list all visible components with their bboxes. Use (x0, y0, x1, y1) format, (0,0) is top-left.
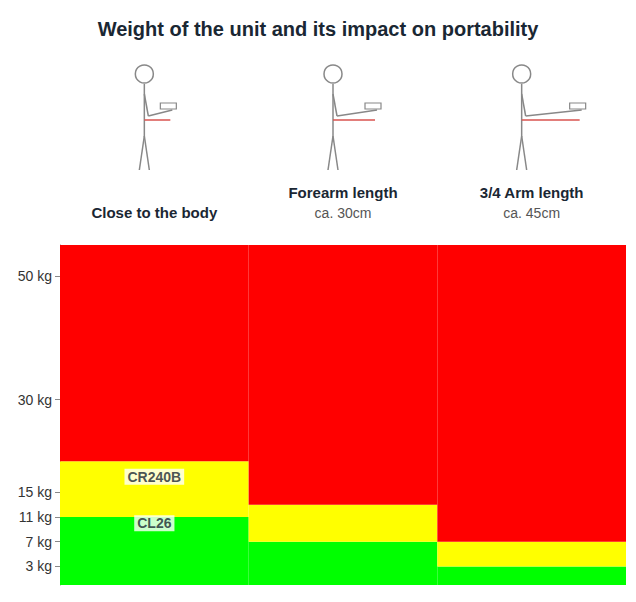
svg-text:3/4 Arm length: 3/4 Arm length (480, 184, 584, 201)
svg-text:CL26: CL26 (137, 515, 171, 531)
svg-text:Weight of the unit and its imp: Weight of the unit and its impact on por… (98, 18, 540, 40)
svg-text:Forearm length: Forearm length (288, 184, 397, 201)
svg-text:Close to the body: Close to the body (91, 204, 217, 221)
svg-text:30 kg: 30 kg (18, 392, 52, 408)
svg-text:7 kg: 7 kg (26, 534, 52, 550)
svg-text:50 kg: 50 kg (18, 268, 52, 284)
svg-text:CR240B: CR240B (127, 469, 181, 485)
svg-text:11 kg: 11 kg (19, 509, 52, 525)
svg-text:3 kg: 3 kg (26, 558, 52, 574)
svg-text:ca. 30cm: ca. 30cm (315, 205, 372, 221)
svg-text:ca. 45cm: ca. 45cm (503, 205, 560, 221)
svg-text:15 kg: 15 kg (18, 484, 52, 500)
